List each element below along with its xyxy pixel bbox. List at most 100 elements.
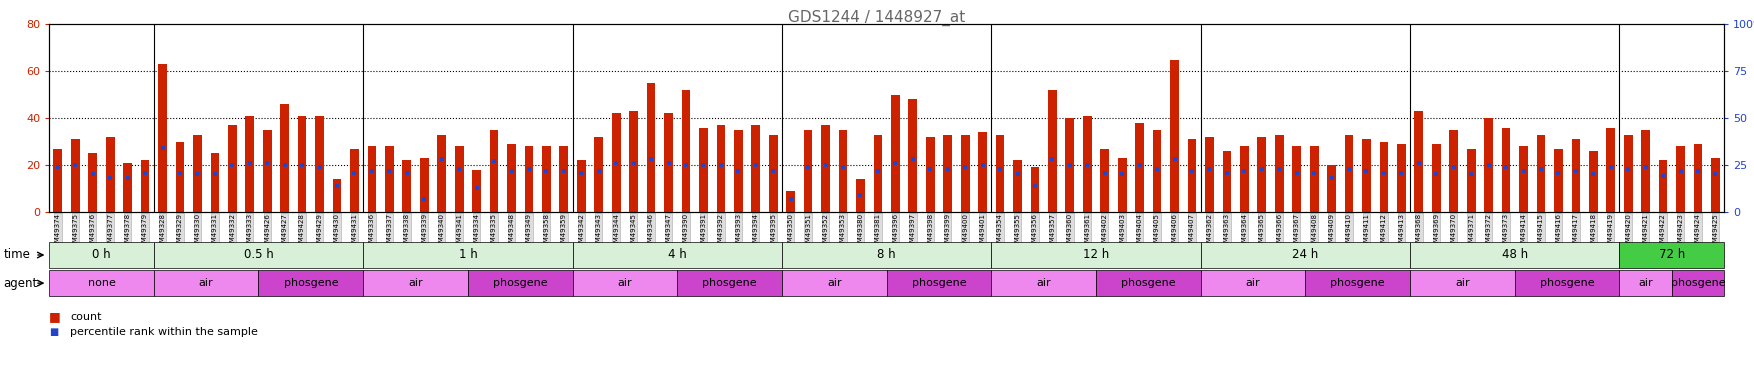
Text: 24 h: 24 h (1293, 249, 1319, 261)
Bar (1014, 160, 1023, 212)
Bar (700, 128, 709, 212)
Bar (1607, 128, 1615, 212)
Bar (472, 170, 481, 212)
Bar (1328, 165, 1337, 212)
Bar (542, 146, 551, 212)
Bar (1431, 144, 1440, 212)
Bar (595, 137, 603, 212)
Text: air: air (1456, 278, 1470, 288)
Bar (333, 179, 342, 212)
Bar (665, 113, 674, 212)
Bar (123, 163, 132, 212)
Bar (1100, 148, 1109, 212)
Text: air: air (409, 278, 423, 288)
Bar (1642, 130, 1651, 212)
Bar (281, 104, 289, 212)
Bar (1152, 130, 1161, 212)
Bar (733, 130, 742, 212)
Bar (838, 130, 847, 212)
Text: air: air (617, 278, 631, 288)
Text: phosgene: phosgene (493, 278, 547, 288)
Bar (909, 99, 917, 212)
Text: 48 h: 48 h (1501, 249, 1528, 261)
Bar (53, 148, 61, 212)
Bar (1396, 144, 1405, 212)
Text: agent: agent (4, 277, 39, 290)
Text: phosgene: phosgene (702, 278, 758, 288)
Text: air: air (1638, 278, 1652, 288)
Text: phosgene: phosgene (284, 278, 339, 288)
Text: ■: ■ (49, 310, 61, 323)
Bar (1449, 130, 1458, 212)
Bar (1345, 135, 1354, 212)
Bar (1624, 135, 1633, 212)
Bar (1712, 158, 1721, 212)
Bar (1240, 146, 1249, 212)
Bar (158, 64, 167, 212)
Bar (263, 130, 272, 212)
Text: phosgene: phosgene (1672, 278, 1726, 288)
Bar (630, 111, 638, 212)
Bar (298, 116, 307, 212)
Text: GDS1244 / 1448927_at: GDS1244 / 1448927_at (788, 9, 966, 26)
Bar (926, 137, 935, 212)
Bar (1677, 146, 1686, 212)
Bar (856, 179, 865, 212)
Bar (1363, 139, 1372, 212)
Bar (351, 148, 360, 212)
Text: 1 h: 1 h (458, 249, 477, 261)
Bar (1380, 142, 1389, 212)
Bar (368, 146, 377, 212)
Bar (1694, 144, 1703, 212)
Bar (1414, 111, 1422, 212)
Text: 8 h: 8 h (877, 249, 896, 261)
Bar (316, 116, 324, 212)
Bar (979, 132, 988, 212)
Bar (454, 146, 463, 212)
Bar (193, 135, 202, 212)
Bar (507, 144, 516, 212)
Bar (1205, 137, 1214, 212)
Bar (1572, 139, 1580, 212)
Bar (1065, 118, 1073, 212)
Bar (88, 153, 96, 212)
Bar (1293, 146, 1301, 212)
Bar (891, 95, 900, 212)
Bar (228, 125, 237, 212)
Bar (1135, 123, 1144, 212)
Bar (1187, 139, 1196, 212)
Bar (1519, 146, 1528, 212)
Text: air: air (826, 278, 842, 288)
Bar (489, 130, 498, 212)
Bar (682, 90, 691, 212)
Text: air: air (1037, 278, 1051, 288)
Bar (768, 135, 777, 212)
Bar (70, 139, 79, 212)
Bar (577, 160, 586, 212)
Text: percentile rank within the sample: percentile rank within the sample (70, 327, 258, 337)
Bar (1049, 90, 1056, 212)
Bar (246, 116, 254, 212)
Bar (1170, 60, 1179, 212)
Text: 0.5 h: 0.5 h (244, 249, 274, 261)
Bar (1537, 135, 1545, 212)
Bar (873, 135, 882, 212)
Text: phosgene: phosgene (1331, 278, 1386, 288)
Text: ■: ■ (49, 327, 58, 337)
Bar (1117, 158, 1126, 212)
Text: count: count (70, 312, 102, 322)
Bar (1501, 128, 1510, 212)
Bar (402, 160, 410, 212)
Text: air: air (1245, 278, 1261, 288)
Bar (1484, 118, 1493, 212)
Text: 0 h: 0 h (93, 249, 111, 261)
Bar (996, 135, 1005, 212)
Bar (1082, 116, 1091, 212)
Bar (560, 146, 568, 212)
Bar (105, 137, 114, 212)
Bar (1258, 137, 1266, 212)
Bar (419, 158, 428, 212)
Bar (1031, 167, 1040, 212)
Bar (1223, 151, 1231, 212)
Bar (821, 125, 830, 212)
